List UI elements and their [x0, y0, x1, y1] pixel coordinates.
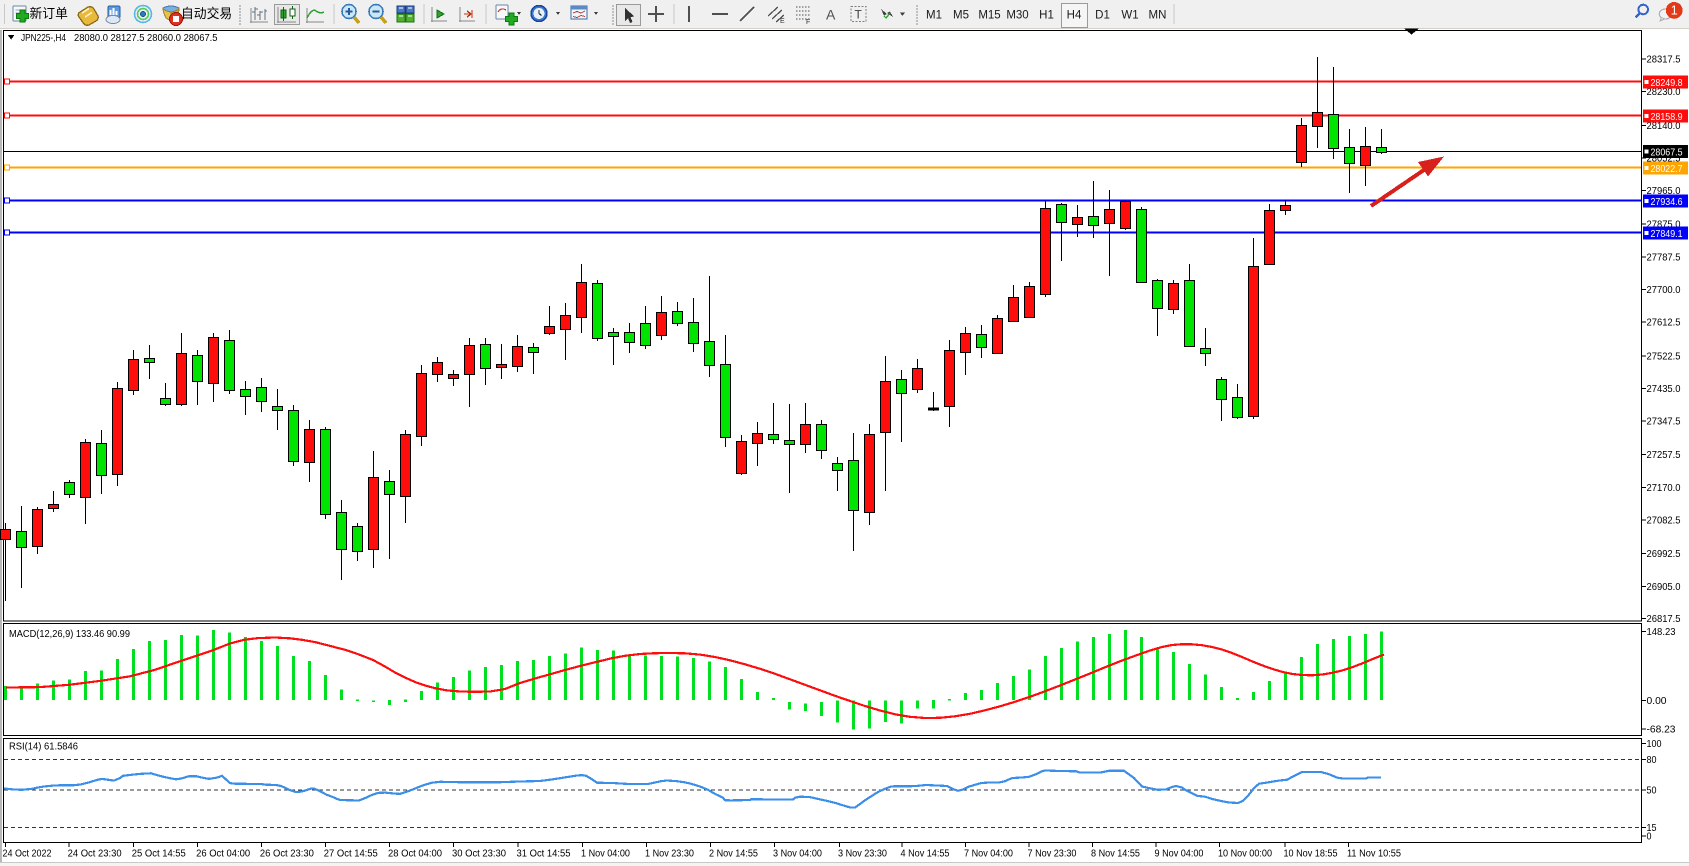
svg-text:27 Oct 14:55: 27 Oct 14:55: [324, 849, 378, 860]
svg-text:A: A: [826, 7, 836, 23]
svg-text:26 Oct 23:30: 26 Oct 23:30: [260, 849, 314, 860]
svg-text:自动交易: 自动交易: [181, 6, 232, 21]
svg-text:W1: W1: [1121, 10, 1138, 22]
svg-text:100: 100: [1647, 739, 1662, 750]
svg-text:26 Oct 04:00: 26 Oct 04:00: [196, 849, 250, 860]
svg-text:MACD(12,26,9) 133.46 90.99: MACD(12,26,9) 133.46 90.99: [9, 629, 130, 640]
svg-text:7 Nov 23:30: 7 Nov 23:30: [1028, 849, 1077, 860]
svg-text:28158.9: 28158.9: [1651, 112, 1683, 123]
svg-text:T: T: [855, 8, 863, 22]
svg-text:27170.0: 27170.0: [1647, 483, 1681, 494]
svg-text:M30: M30: [1006, 10, 1028, 22]
svg-text:30 Oct 23:30: 30 Oct 23:30: [452, 849, 506, 860]
svg-text:27082.5: 27082.5: [1647, 516, 1681, 527]
svg-text:27875.0: 27875.0: [1647, 220, 1681, 231]
svg-text:9 Nov 04:00: 9 Nov 04:00: [1155, 849, 1204, 860]
svg-text:24 Oct 2022: 24 Oct 2022: [3, 849, 52, 860]
svg-text:15: 15: [1647, 823, 1657, 834]
svg-text:F: F: [806, 19, 810, 26]
svg-text:24 Oct 23:30: 24 Oct 23:30: [68, 849, 122, 860]
svg-text:1 Nov 23:30: 1 Nov 23:30: [645, 849, 694, 860]
svg-text:27435.0: 27435.0: [1647, 384, 1681, 395]
svg-text:10 Nov 18:55: 10 Nov 18:55: [1284, 849, 1338, 860]
svg-text:25 Oct 14:55: 25 Oct 14:55: [132, 849, 186, 860]
svg-text:1: 1: [1671, 4, 1678, 18]
svg-text:M15: M15: [978, 10, 1000, 22]
svg-text:RSI(14) 61.5846: RSI(14) 61.5846: [9, 742, 78, 753]
svg-text:28317.5: 28317.5: [1647, 55, 1681, 66]
svg-text:27612.5: 27612.5: [1647, 318, 1681, 329]
svg-text:28022.7: 28022.7: [1651, 164, 1683, 175]
svg-text:26992.5: 26992.5: [1647, 549, 1681, 560]
svg-text:31 Oct 14:55: 31 Oct 14:55: [517, 849, 571, 860]
svg-text:7 Nov 04:00: 7 Nov 04:00: [964, 849, 1013, 860]
svg-text:H1: H1: [1039, 10, 1054, 22]
svg-text:3 Nov 23:30: 3 Nov 23:30: [838, 849, 887, 860]
svg-text:4 Nov 14:55: 4 Nov 14:55: [901, 849, 950, 860]
svg-text:27965.0: 27965.0: [1647, 186, 1681, 197]
svg-text:27700.0: 27700.0: [1647, 285, 1681, 296]
svg-text:27347.5: 27347.5: [1647, 417, 1681, 428]
svg-text:148.23: 148.23: [1647, 627, 1676, 638]
svg-text:新订单: 新订单: [30, 6, 69, 21]
svg-text:28249.8: 28249.8: [1651, 78, 1683, 89]
svg-text:MN: MN: [1149, 10, 1167, 22]
svg-text:10 Nov 00:00: 10 Nov 00:00: [1218, 849, 1272, 860]
svg-text:28 Oct 04:00: 28 Oct 04:00: [388, 849, 442, 860]
svg-text:26905.0: 26905.0: [1647, 582, 1681, 593]
svg-text:H4: H4: [1067, 10, 1082, 22]
svg-text:27934.6: 27934.6: [1651, 197, 1683, 208]
svg-text:27787.5: 27787.5: [1647, 252, 1681, 263]
svg-text:27849.1: 27849.1: [1651, 229, 1683, 240]
svg-text:0: 0: [1647, 831, 1652, 842]
svg-text:28080.0 28127.5 28060.0 28067.: 28080.0 28127.5 28060.0 28067.5: [74, 33, 218, 44]
svg-text:28230.0: 28230.0: [1647, 87, 1681, 98]
svg-text:M1: M1: [926, 10, 942, 22]
svg-text:50: 50: [1647, 785, 1657, 796]
svg-text:E: E: [780, 18, 785, 25]
svg-text:1 Nov 04:00: 1 Nov 04:00: [581, 849, 630, 860]
svg-text:D1: D1: [1095, 10, 1110, 22]
svg-text:27257.5: 27257.5: [1647, 450, 1681, 461]
svg-text:28067.5: 28067.5: [1651, 147, 1683, 158]
svg-text:27522.5: 27522.5: [1647, 351, 1681, 362]
svg-text:2 Nov 14:55: 2 Nov 14:55: [709, 849, 758, 860]
svg-text:M5: M5: [953, 10, 969, 22]
svg-text:80: 80: [1647, 755, 1657, 766]
svg-text:-68.23: -68.23: [1647, 725, 1676, 736]
svg-text:3 Nov 04:00: 3 Nov 04:00: [773, 849, 822, 860]
svg-text:0.00: 0.00: [1647, 696, 1667, 707]
svg-text:8 Nov 14:55: 8 Nov 14:55: [1091, 849, 1140, 860]
svg-text:11 Nov 10:55: 11 Nov 10:55: [1347, 849, 1401, 860]
svg-text:28140.0: 28140.0: [1647, 121, 1681, 132]
svg-text:JPN225-,H4: JPN225-,H4: [21, 33, 66, 44]
svg-text:26817.5: 26817.5: [1647, 614, 1681, 625]
svg-text:28052.5: 28052.5: [1647, 153, 1681, 164]
